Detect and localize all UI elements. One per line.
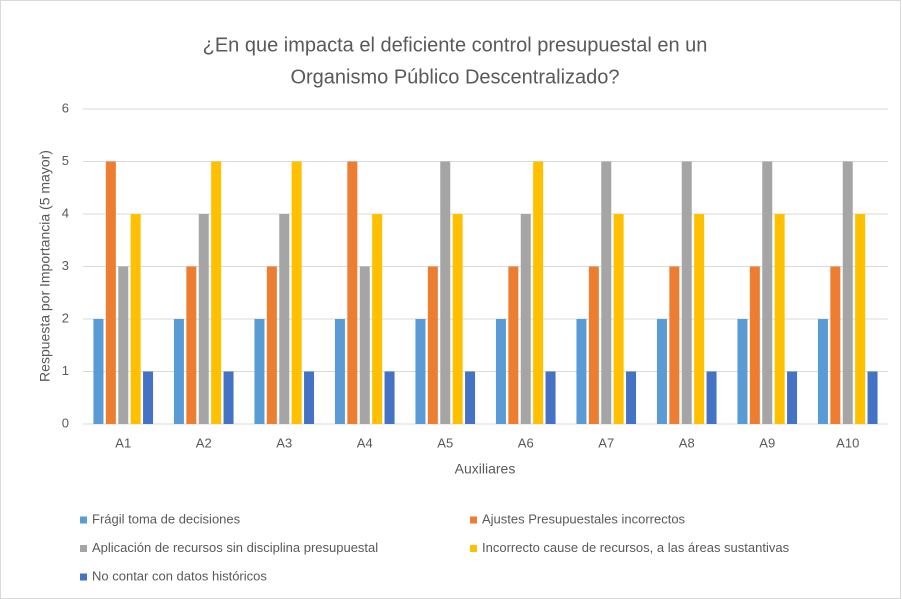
bar [186, 266, 197, 424]
bar [495, 319, 506, 424]
bar [533, 161, 544, 424]
bar [427, 266, 438, 424]
bar [173, 319, 184, 424]
bar [198, 214, 209, 424]
bar [465, 371, 476, 424]
bar [105, 161, 116, 424]
x-tick-label: A5 [437, 435, 453, 450]
bar [452, 214, 463, 424]
legend-swatch [470, 516, 477, 524]
bar [737, 319, 748, 424]
chart-title: ¿En que impacta el deficiente control pr… [203, 34, 708, 56]
bar [440, 161, 451, 424]
y-axis-label: Respuesta por Importancia (5 mayor) [37, 150, 53, 382]
bar [817, 319, 828, 424]
legend-label: Aplicación de recursos sin disciplina pr… [92, 540, 378, 555]
bar [211, 161, 222, 424]
bar [254, 319, 265, 424]
bar [279, 214, 290, 424]
bar [626, 371, 637, 424]
legend-swatch [470, 545, 477, 552]
bar [588, 266, 599, 424]
legend-label: No contar con datos históricos [92, 568, 267, 583]
legend-label: Incorrecto cause de recursos, a las área… [482, 540, 790, 555]
bar [359, 266, 370, 424]
bar [762, 161, 773, 424]
bar [842, 161, 853, 424]
bar [520, 214, 531, 424]
bar [266, 266, 277, 424]
bar [787, 371, 798, 424]
bar [694, 214, 705, 424]
bar [415, 319, 426, 424]
legend-swatch [80, 573, 87, 581]
bar [545, 371, 556, 424]
bar [93, 319, 104, 424]
x-tick-label: A1 [115, 435, 131, 450]
x-tick-label: A6 [518, 435, 534, 450]
x-tick-label: A4 [357, 435, 373, 450]
bar [681, 161, 692, 424]
x-tick-label: A10 [836, 435, 859, 450]
bar [669, 266, 680, 424]
legend-swatch [80, 545, 87, 552]
bar [774, 214, 785, 424]
bar [347, 161, 358, 424]
x-tick-label: A2 [196, 435, 212, 450]
y-tick-label: 3 [62, 258, 69, 273]
y-tick-label: 1 [62, 363, 69, 378]
bar [576, 319, 587, 424]
bar [384, 371, 395, 424]
bar [118, 266, 129, 424]
legend-swatch [80, 516, 87, 524]
x-tick-label: A3 [276, 435, 292, 450]
bar [601, 161, 612, 424]
bar [334, 319, 345, 424]
bar [830, 266, 841, 424]
x-axis-label: Auxiliares [455, 461, 516, 477]
bar [749, 266, 760, 424]
bar [613, 214, 624, 424]
y-tick-label: 4 [62, 205, 69, 220]
y-tick-label: 5 [62, 153, 69, 168]
legend-label: Frágil toma de decisiones [92, 511, 241, 526]
bar [291, 161, 302, 424]
y-tick-label: 0 [62, 415, 69, 430]
bar [855, 214, 866, 424]
bar [656, 319, 667, 424]
x-tick-label: A9 [759, 435, 775, 450]
bar [508, 266, 519, 424]
legend-label: Ajustes Presupuestales incorrectos [482, 511, 686, 526]
bar [223, 371, 234, 424]
bar [130, 214, 141, 424]
bar [867, 371, 878, 424]
bar [304, 371, 315, 424]
bar [706, 371, 717, 424]
y-tick-label: 6 [62, 100, 69, 115]
x-tick-label: A8 [679, 435, 695, 450]
bar [372, 214, 383, 424]
x-tick-label: A7 [598, 435, 614, 450]
y-tick-label: 2 [62, 310, 69, 325]
chart-title: Organismo Público Descentralizado? [290, 66, 619, 88]
bar [143, 371, 154, 424]
